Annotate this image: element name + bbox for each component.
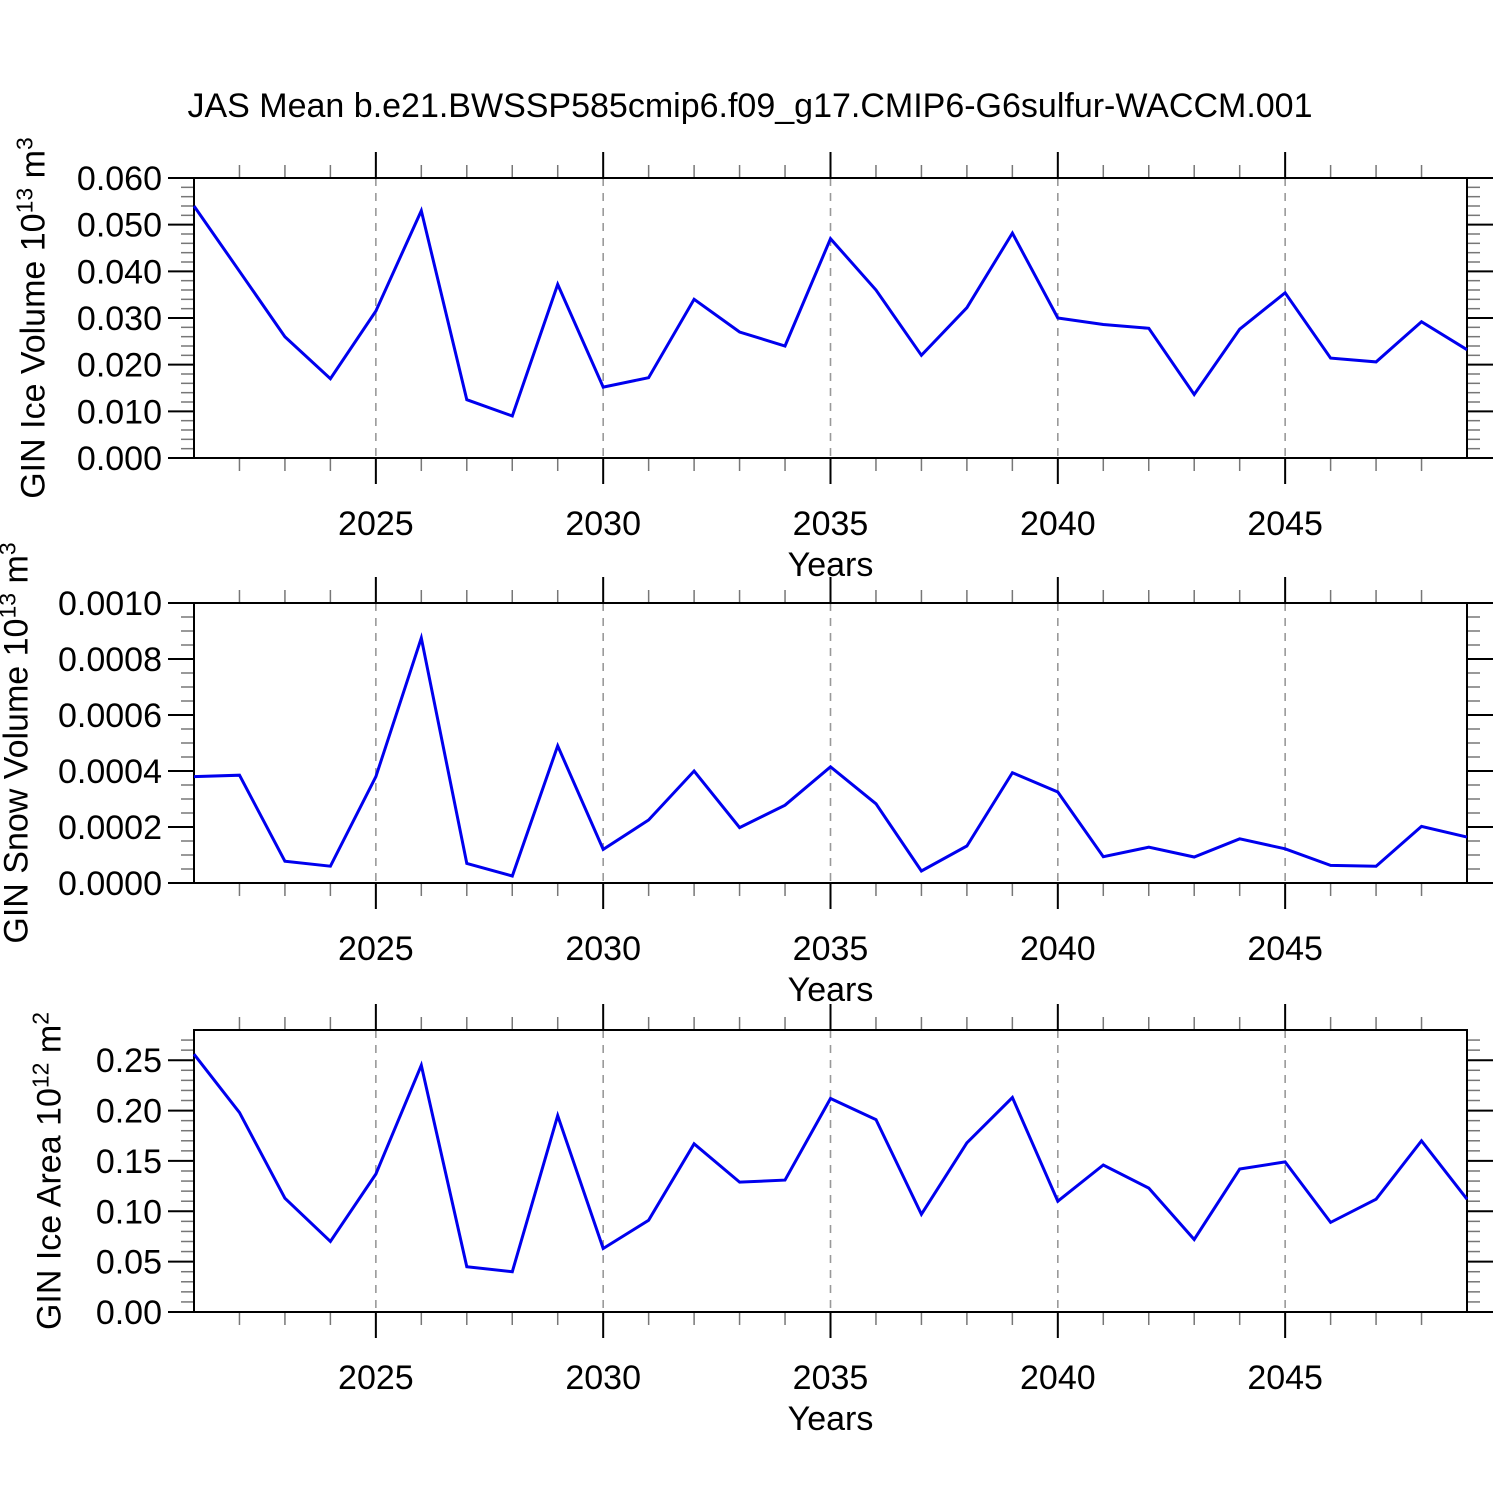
- x-tick-label: 2040: [1020, 1359, 1096, 1397]
- x-tick-label: 2030: [565, 505, 641, 543]
- x-tick-label: 2030: [565, 1359, 641, 1397]
- x-tick-label: 2025: [338, 1359, 414, 1397]
- y-tick-label: 0.020: [77, 347, 162, 385]
- chart-title: JAS Mean b.e21.BWSSP585cmip6.f09_g17.CMI…: [187, 87, 1313, 125]
- x-tick-label: 2045: [1247, 930, 1323, 968]
- x-tick-label: 2040: [1020, 505, 1096, 543]
- y-tick-label: 0.00: [96, 1294, 162, 1332]
- y-tick-label: 0.0008: [58, 641, 162, 679]
- y-tick-label: 0.20: [96, 1093, 162, 1131]
- y-tick-label: 0.05: [96, 1244, 162, 1282]
- x-axis-label: Years: [788, 971, 874, 1009]
- plot-frame: [193, 602, 1468, 884]
- y-tick-label: 0.040: [77, 253, 162, 291]
- y-tick-label: 0.000: [77, 440, 162, 478]
- y-tick-label: 0.0002: [58, 809, 162, 847]
- plot-frame: [193, 1029, 1468, 1313]
- y-tick-label: 0.15: [96, 1143, 162, 1181]
- x-tick-label: 2025: [338, 930, 414, 968]
- data-line-gin-ice-volume: [192, 205, 1468, 418]
- x-axis-label: Years: [788, 1400, 874, 1438]
- x-tick-label: 2040: [1020, 930, 1096, 968]
- x-tick-label: 2045: [1247, 1359, 1323, 1397]
- y-tick-label: 0.25: [96, 1042, 162, 1080]
- plot-frame: [193, 177, 1468, 459]
- y-tick-label: 0.0006: [58, 697, 162, 735]
- y-tick-label: 0.0000: [58, 865, 162, 903]
- y-tick-label: 0.0004: [58, 753, 162, 791]
- y-tick-label: 0.050: [77, 207, 162, 245]
- x-tick-label: 2035: [793, 505, 869, 543]
- x-tick-label: 2025: [338, 505, 414, 543]
- y-tick-label: 0.060: [77, 160, 162, 198]
- x-tick-label: 2030: [565, 930, 641, 968]
- x-tick-label: 2035: [793, 930, 869, 968]
- data-line-gin-ice-area: [192, 1053, 1469, 1274]
- x-tick-label: 2035: [793, 1359, 869, 1397]
- y-tick-label: 0.030: [77, 300, 162, 338]
- x-tick-label: 2045: [1247, 505, 1323, 543]
- data-line-gin-snow-volume: [193, 632, 1468, 878]
- y-tick-label: 0.010: [77, 393, 162, 431]
- y-tick-label: 0.10: [96, 1193, 162, 1231]
- y-tick-label: 0.0010: [58, 585, 162, 623]
